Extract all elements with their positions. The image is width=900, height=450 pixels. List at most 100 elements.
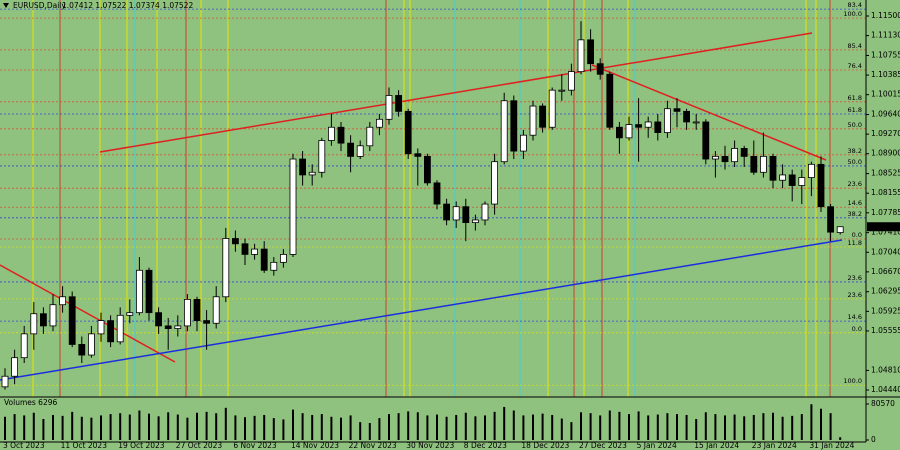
- candle-body: [59, 296, 66, 306]
- volume-bar: [196, 412, 198, 440]
- y-tick-label: 1.11500: [871, 11, 900, 20]
- candle-body: [107, 320, 114, 343]
- volume-bar: [839, 437, 842, 440]
- trend-line: [591, 64, 827, 161]
- volume-bar: [176, 414, 179, 440]
- candle-body: [788, 174, 796, 186]
- volume-bar: [503, 406, 506, 440]
- volume-bar: [772, 412, 774, 440]
- volume-bar: [762, 413, 765, 440]
- volume-bar: [781, 416, 784, 440]
- x-tick-label: 14 Nov 2023: [291, 441, 339, 450]
- volume-bar: [455, 414, 458, 440]
- fib-label: 14.6: [848, 313, 862, 321]
- last-price-box: [867, 222, 900, 232]
- volume-bar: [397, 413, 400, 440]
- candle-body: [385, 95, 393, 120]
- volume-bar: [820, 408, 822, 440]
- candle-body: [443, 203, 451, 221]
- candle-body: [529, 105, 537, 136]
- y-tick-label: 1.07410: [871, 228, 900, 237]
- x-tick-label: 23 Jan 2024: [752, 441, 797, 450]
- candle-body: [174, 325, 182, 329]
- volume-bar: [407, 411, 410, 440]
- volume-bar: [330, 416, 333, 440]
- y-tick-label: 1.05925: [871, 306, 900, 315]
- x-tick-label: 8 Dec 2023: [464, 441, 507, 450]
- candle-body: [193, 299, 201, 322]
- fib-label: 50.0: [848, 158, 862, 166]
- volume-bar: [570, 422, 573, 440]
- volume-bar: [378, 418, 381, 440]
- volume-bar: [224, 407, 227, 440]
- volume-bar: [810, 404, 813, 440]
- candle-body: [375, 118, 383, 128]
- candle-body: [155, 312, 163, 327]
- volume-bar: [292, 409, 294, 440]
- volume-bar: [4, 416, 6, 440]
- quote: 1.07412 1.07522 1.07374 1.07522: [62, 1, 193, 10]
- fib-label: 0.0: [852, 325, 862, 333]
- candle-body: [164, 325, 172, 329]
- volume-bar: [628, 414, 630, 440]
- candle-body: [692, 121, 700, 124]
- volume-bar: [23, 415, 26, 440]
- volume-bar: [637, 411, 640, 440]
- y-tick-label: 1.06670: [871, 267, 900, 276]
- candle-body: [68, 296, 76, 345]
- y-tick-label: 1.10755: [871, 50, 900, 59]
- fib-label: 61.8: [848, 106, 862, 114]
- candle-body: [654, 121, 662, 133]
- candle-body: [635, 124, 642, 128]
- candle-body: [779, 174, 786, 181]
- candle-body: [712, 155, 719, 160]
- volume-bar: [253, 415, 256, 440]
- fib-levels: 83.4100.085.476.461.861.850.038.250.023.…: [0, 1, 866, 386]
- candle-body: [1, 375, 9, 388]
- fib-label: 23.6: [848, 274, 862, 282]
- y-tick-label: 1.09640: [871, 110, 900, 119]
- volume-bar: [599, 415, 602, 440]
- volume-bar: [791, 415, 794, 440]
- y-tick-label: 1.04810: [871, 365, 900, 374]
- volume-bar: [493, 411, 496, 440]
- volume-bar: [100, 415, 102, 440]
- x-tick-label: 11 Oct 2023: [61, 441, 108, 450]
- x-tick-label: 5 Jan 2024: [637, 441, 677, 450]
- volume-bar: [157, 416, 160, 440]
- volume-bar: [608, 410, 611, 440]
- candle-body: [279, 253, 287, 263]
- y-tick-label: 1.08155: [871, 188, 900, 197]
- candle-body: [433, 182, 441, 205]
- candle-body: [203, 320, 211, 324]
- volume-bar: [167, 412, 170, 440]
- candle-body: [20, 333, 28, 359]
- volume-bar: [541, 413, 544, 440]
- vertical-lines: [32, 0, 831, 397]
- volume-bar: [676, 414, 678, 440]
- volume-bar: [359, 422, 362, 440]
- volume-bar: [186, 417, 189, 440]
- volume-bar: [551, 414, 554, 440]
- candle-body: [327, 126, 335, 141]
- volume-bar: [32, 412, 35, 440]
- volume-bar: [580, 412, 582, 440]
- volume-bar: [724, 415, 726, 440]
- candle-body: [740, 148, 748, 157]
- volume-bar: [647, 415, 650, 440]
- candles: [1, 21, 844, 390]
- volume-bar: [829, 413, 832, 440]
- volume-bar: [272, 418, 275, 440]
- candle-body: [414, 153, 422, 157]
- candle-body: [116, 314, 124, 343]
- x-tick-label: 15 Jan 2024: [694, 441, 739, 450]
- candle-body: [750, 155, 758, 173]
- candle-body: [308, 171, 316, 176]
- volume-bar: [695, 418, 698, 440]
- fib-label: 61.8: [848, 94, 862, 102]
- candle-body: [231, 238, 239, 245]
- last-price-label: 1.07522: [871, 222, 900, 231]
- candle-body: [126, 312, 134, 316]
- volume-bar: [752, 414, 755, 440]
